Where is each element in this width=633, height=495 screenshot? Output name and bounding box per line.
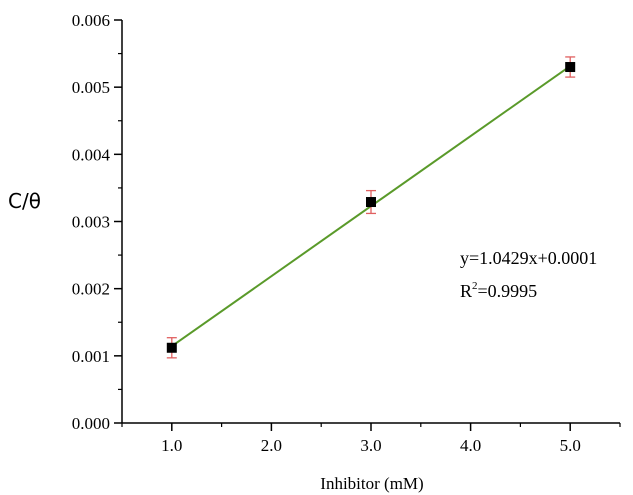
error-bars	[166, 56, 576, 359]
y-tick-label: 0.000	[72, 414, 110, 433]
y-tick-label: 0.003	[72, 213, 110, 232]
y-tick-label: 0.006	[72, 11, 110, 30]
x-tick-label: 1.0	[161, 436, 182, 455]
x-tick-label: 3.0	[360, 436, 381, 455]
y-axis-label: C/θ	[8, 189, 41, 213]
data-points	[166, 62, 576, 353]
x-tick-label: 4.0	[460, 436, 481, 455]
y-ticks: 0.000 0.001 0.002 0.003 0.004 0.005 0.006	[72, 11, 122, 433]
r-squared-r: R	[460, 281, 472, 301]
y-tick-label: 0.001	[72, 347, 110, 366]
axes	[121, 20, 620, 424]
x-tick-label: 5.0	[560, 436, 581, 455]
x-tick-label: 2.0	[261, 436, 282, 455]
fit-equation: y=1.0429x+0.0001	[460, 248, 597, 268]
x-ticks: 1.0 2.0 3.0 4.0 5.0	[121, 423, 621, 455]
y-tick-label: 0.005	[72, 78, 110, 97]
x-axis-label: Inhibitor (mM)	[320, 474, 423, 493]
y-tick-label: 0.002	[72, 280, 110, 299]
data-point	[565, 62, 576, 73]
data-point	[166, 342, 177, 353]
r-squared-value: =0.9995	[478, 281, 538, 301]
r-squared-superscript: 2	[472, 280, 478, 292]
y-tick-label: 0.004	[72, 145, 111, 164]
data-point	[366, 197, 376, 208]
r-squared: R2=0.9995	[460, 280, 537, 301]
